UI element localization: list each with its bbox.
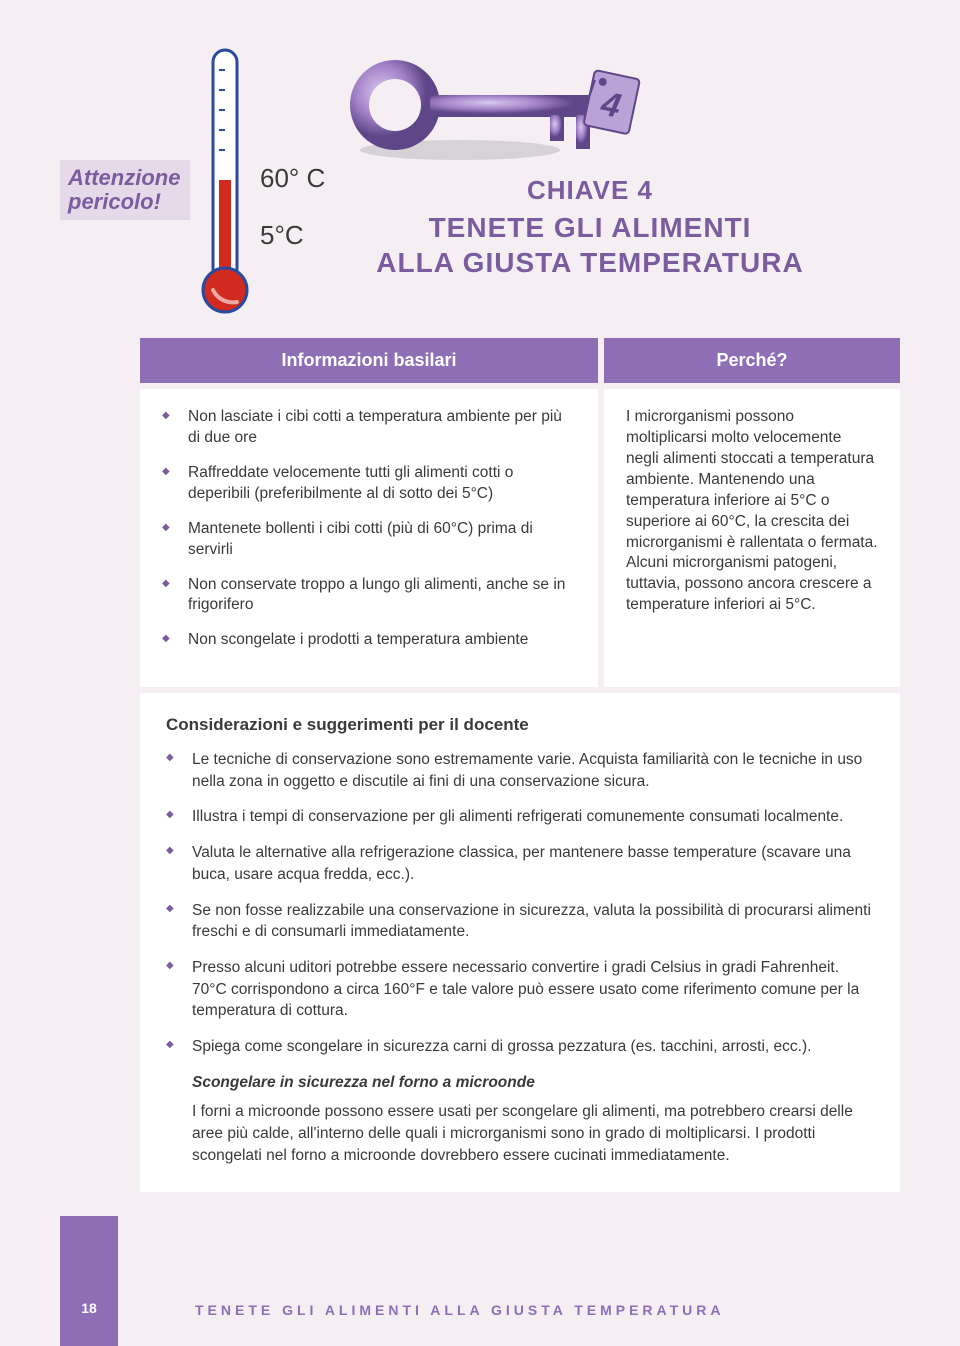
header-left: Informazioni basilari [140,338,598,383]
key-icon: 4 [340,50,660,170]
table-header-row: Informazioni basilari Perché? [140,338,900,383]
list-item: Le tecniche di conservazione sono estrem… [166,749,874,792]
list-item: Illustra i tempi di conservazione per gl… [166,806,874,828]
list-item: Spiega come scongelare in sicurezza carn… [166,1036,874,1058]
title-kicker: CHIAVE 4 [310,175,870,206]
thermometer-icon [195,40,255,320]
page-number-badge: 18 [60,1216,118,1346]
attention-line2: pericolo! [68,189,161,214]
header-right: Perché? [604,338,900,383]
footer-title: TENETE GLI ALIMENTI ALLA GIUSTA TEMPERAT… [195,1302,725,1318]
list-item: Non scongelate i prodotti a temperatura … [162,630,576,651]
considerations-block: Considerazioni e suggerimenti per il doc… [140,693,900,1192]
title-line1: TENETE GLI ALIMENTI [310,210,870,245]
page-root: Attenzione pericolo! 60° C 5°C [0,0,960,1346]
considerations-heading: Considerazioni e suggerimenti per il doc… [166,713,874,737]
page-footer: 18 TENETE GLI ALIMENTI ALLA GIUSTA TEMPE… [0,1266,960,1346]
attention-callout: Attenzione pericolo! [60,160,190,220]
page-number: 18 [81,1300,97,1316]
title-line2: ALLA GIUSTA TEMPERATURA [310,245,870,280]
why-paragraph: I microrganismi possono moltiplicarsi mo… [626,407,878,616]
list-item: Non lasciate i cibi cotti a temperatura … [162,407,576,449]
attention-line1: Attenzione [68,165,180,190]
page-title-block: CHIAVE 4 TENETE GLI ALIMENTI ALLA GIUSTA… [310,175,870,280]
considerations-list: Le tecniche di conservazione sono estrem… [166,749,874,1058]
sub-paragraph: I forni a microonde possono essere usati… [166,1101,874,1166]
list-item: Raffreddate velocemente tutti gli alimen… [162,463,576,505]
list-item: Presso alcuni uditori potrebbe essere ne… [166,957,874,1022]
table-body-row: Non lasciate i cibi cotti a temperatura … [140,389,900,687]
list-item: Mantenete bollenti i cibi cotti (più di … [162,519,576,561]
sub-heading: Scongelare in sicurezza nel forno a micr… [166,1072,874,1094]
top-graphics-area: Attenzione pericolo! 60° C 5°C [60,20,900,320]
info-table: Informazioni basilari Perché? Non lascia… [140,338,900,1192]
list-item: Se non fosse realizzabile una conservazi… [166,900,874,943]
basic-info-list: Non lasciate i cibi cotti a temperatura … [162,407,576,651]
cell-right: I microrganismi possono moltiplicarsi mo… [604,389,900,687]
list-item: Valuta le alternative alla refrigerazion… [166,842,874,885]
cell-left: Non lasciate i cibi cotti a temperatura … [140,389,598,687]
list-item: Non conservate troppo a lungo gli alimen… [162,575,576,617]
